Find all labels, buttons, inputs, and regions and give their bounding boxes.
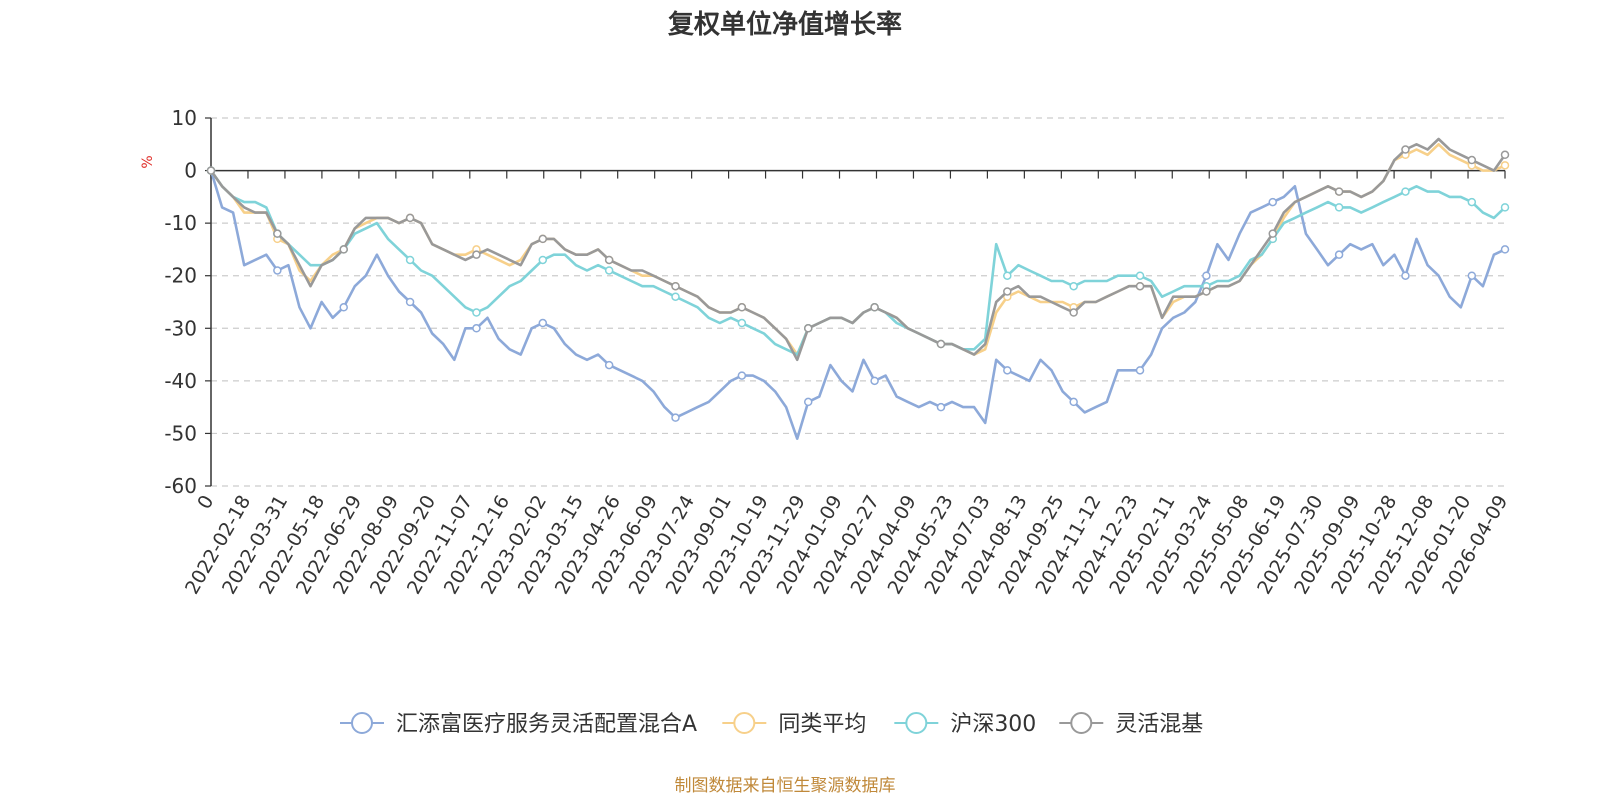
series-point [870, 376, 879, 386]
y-tick-label: -60 [164, 474, 197, 498]
y-tick-label: -10 [164, 211, 197, 235]
series-line-2 [209, 169, 1506, 356]
series-point [1334, 250, 1344, 259]
series-point [405, 297, 415, 307]
series-point [273, 266, 282, 275]
y-tick-label: -40 [164, 369, 197, 393]
series-point [405, 213, 415, 223]
series-point [1069, 308, 1078, 317]
legend-label: 沪深300 [950, 712, 1036, 737]
legend-label: 灵活混基 [1115, 712, 1203, 737]
series-point [1069, 397, 1078, 407]
series-point [1334, 187, 1344, 196]
series-point [936, 339, 946, 349]
series-point [1334, 203, 1344, 212]
series-point [538, 234, 548, 244]
series-point [1003, 287, 1012, 296]
series-point [1268, 197, 1277, 207]
series-point [1500, 245, 1510, 254]
legend-circle-icon [1070, 712, 1093, 734]
series-point [206, 166, 216, 175]
series-point [1268, 229, 1277, 238]
x-tick-label: 0 [193, 492, 218, 513]
series-point [1401, 187, 1410, 196]
legend-label: 汇添富医疗服务灵活配置混合A [396, 712, 697, 737]
series-lines [206, 137, 1510, 440]
series-point [1069, 281, 1078, 291]
y-tick-label: -20 [164, 264, 197, 288]
series-point [737, 318, 747, 328]
legend-item-1[interactable]: 同类平均 [722, 712, 866, 737]
chart-title: 复权单位净值增长率 [668, 9, 902, 40]
axes: 100-10-20-30-40-50-6002022-02-182022-03-… [164, 106, 1512, 598]
legend-circle-icon [905, 712, 928, 734]
series-point [1467, 271, 1477, 280]
series-point [1500, 150, 1510, 160]
series-point [1135, 281, 1145, 291]
series-point [472, 324, 481, 333]
series-point [273, 229, 282, 238]
series-point [1003, 366, 1012, 375]
series-point [604, 266, 614, 275]
legend-circle-icon [351, 712, 373, 734]
series-point [671, 292, 680, 301]
series-point [737, 303, 747, 312]
series-point [737, 371, 747, 380]
legend-item-2[interactable]: 沪深300 [894, 712, 1036, 737]
series-point [472, 308, 481, 317]
series-point [1202, 271, 1211, 280]
series-point [671, 281, 680, 291]
series-point [1401, 145, 1410, 154]
series-point [1401, 271, 1410, 280]
legend[interactable]: 汇添富医疗服务灵活配置混合A 同类平均 沪深300 灵活混基 [340, 712, 1203, 737]
series-point [339, 303, 348, 312]
legend-circle-icon [733, 712, 756, 734]
series-point [1003, 271, 1012, 280]
series-point [803, 397, 813, 407]
series-point [1135, 366, 1145, 375]
series-point [339, 245, 348, 254]
y-tick-label: -50 [164, 421, 197, 445]
series-point [604, 360, 614, 370]
y-tick-label: 10 [172, 106, 197, 130]
series-point [803, 324, 813, 333]
series-line-3 [209, 137, 1507, 362]
series-point [1467, 197, 1477, 207]
series-point [538, 255, 548, 265]
legend-label: 同类平均 [778, 712, 866, 737]
series-point [604, 255, 614, 265]
data-source-note: 制图数据来自恒生聚源数据库 [675, 776, 896, 796]
legend-item-0[interactable]: 汇添富医疗服务灵活配置混合A [340, 712, 697, 737]
series-point [1202, 287, 1211, 296]
series-line-1 [209, 143, 1506, 356]
series-point [472, 250, 481, 259]
series-point [538, 318, 548, 328]
series-point [870, 303, 879, 312]
grid-lines [211, 117, 1505, 487]
y-tick-label: 0 [184, 159, 197, 183]
series-point [1467, 155, 1477, 165]
series-point [405, 255, 415, 265]
series-line-0 [209, 170, 1506, 440]
series-point [936, 402, 946, 412]
series-point [1135, 271, 1145, 280]
y-tick-label: -30 [164, 316, 197, 340]
series-point [671, 413, 680, 422]
series-point [1500, 203, 1510, 212]
y-axis-unit-label: % [140, 155, 156, 168]
legend-item-3[interactable]: 灵活混基 [1059, 712, 1203, 737]
series-point [1500, 161, 1510, 170]
